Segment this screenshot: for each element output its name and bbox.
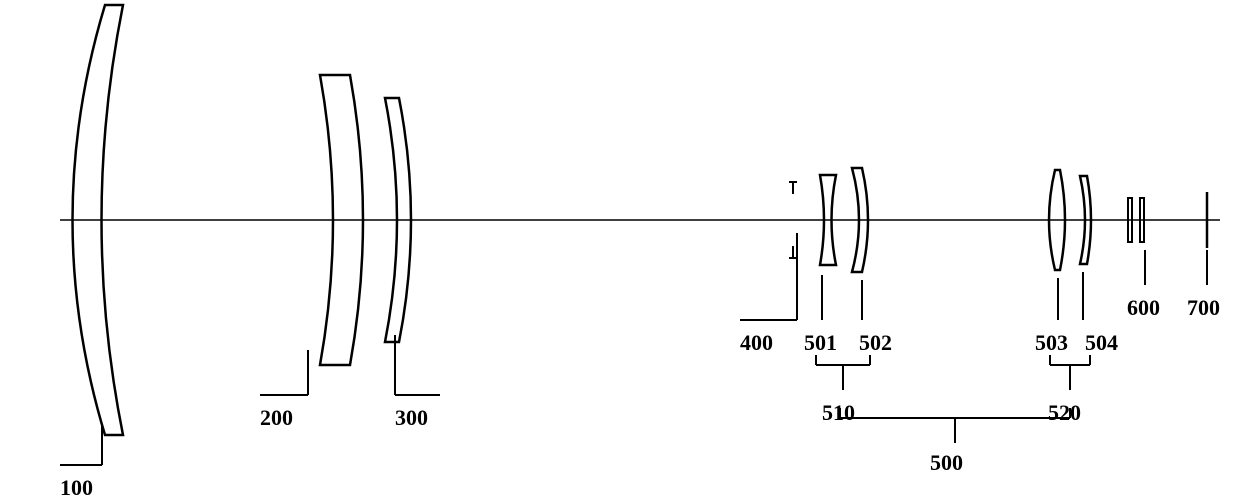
- label-400: 400: [740, 330, 773, 356]
- label-200: 200: [260, 405, 293, 431]
- label-501: 501: [804, 330, 837, 356]
- label-510: 510: [822, 400, 855, 426]
- label-520: 520: [1048, 400, 1081, 426]
- label-502: 502: [859, 330, 892, 356]
- label-504: 504: [1085, 330, 1118, 356]
- label-300: 300: [395, 405, 428, 431]
- label-700: 700: [1187, 295, 1220, 321]
- label-503: 503: [1035, 330, 1068, 356]
- optical-diagram: [0, 0, 1240, 504]
- label-600: 600: [1127, 295, 1160, 321]
- label-100: 100: [60, 475, 93, 501]
- label-500: 500: [930, 450, 963, 476]
